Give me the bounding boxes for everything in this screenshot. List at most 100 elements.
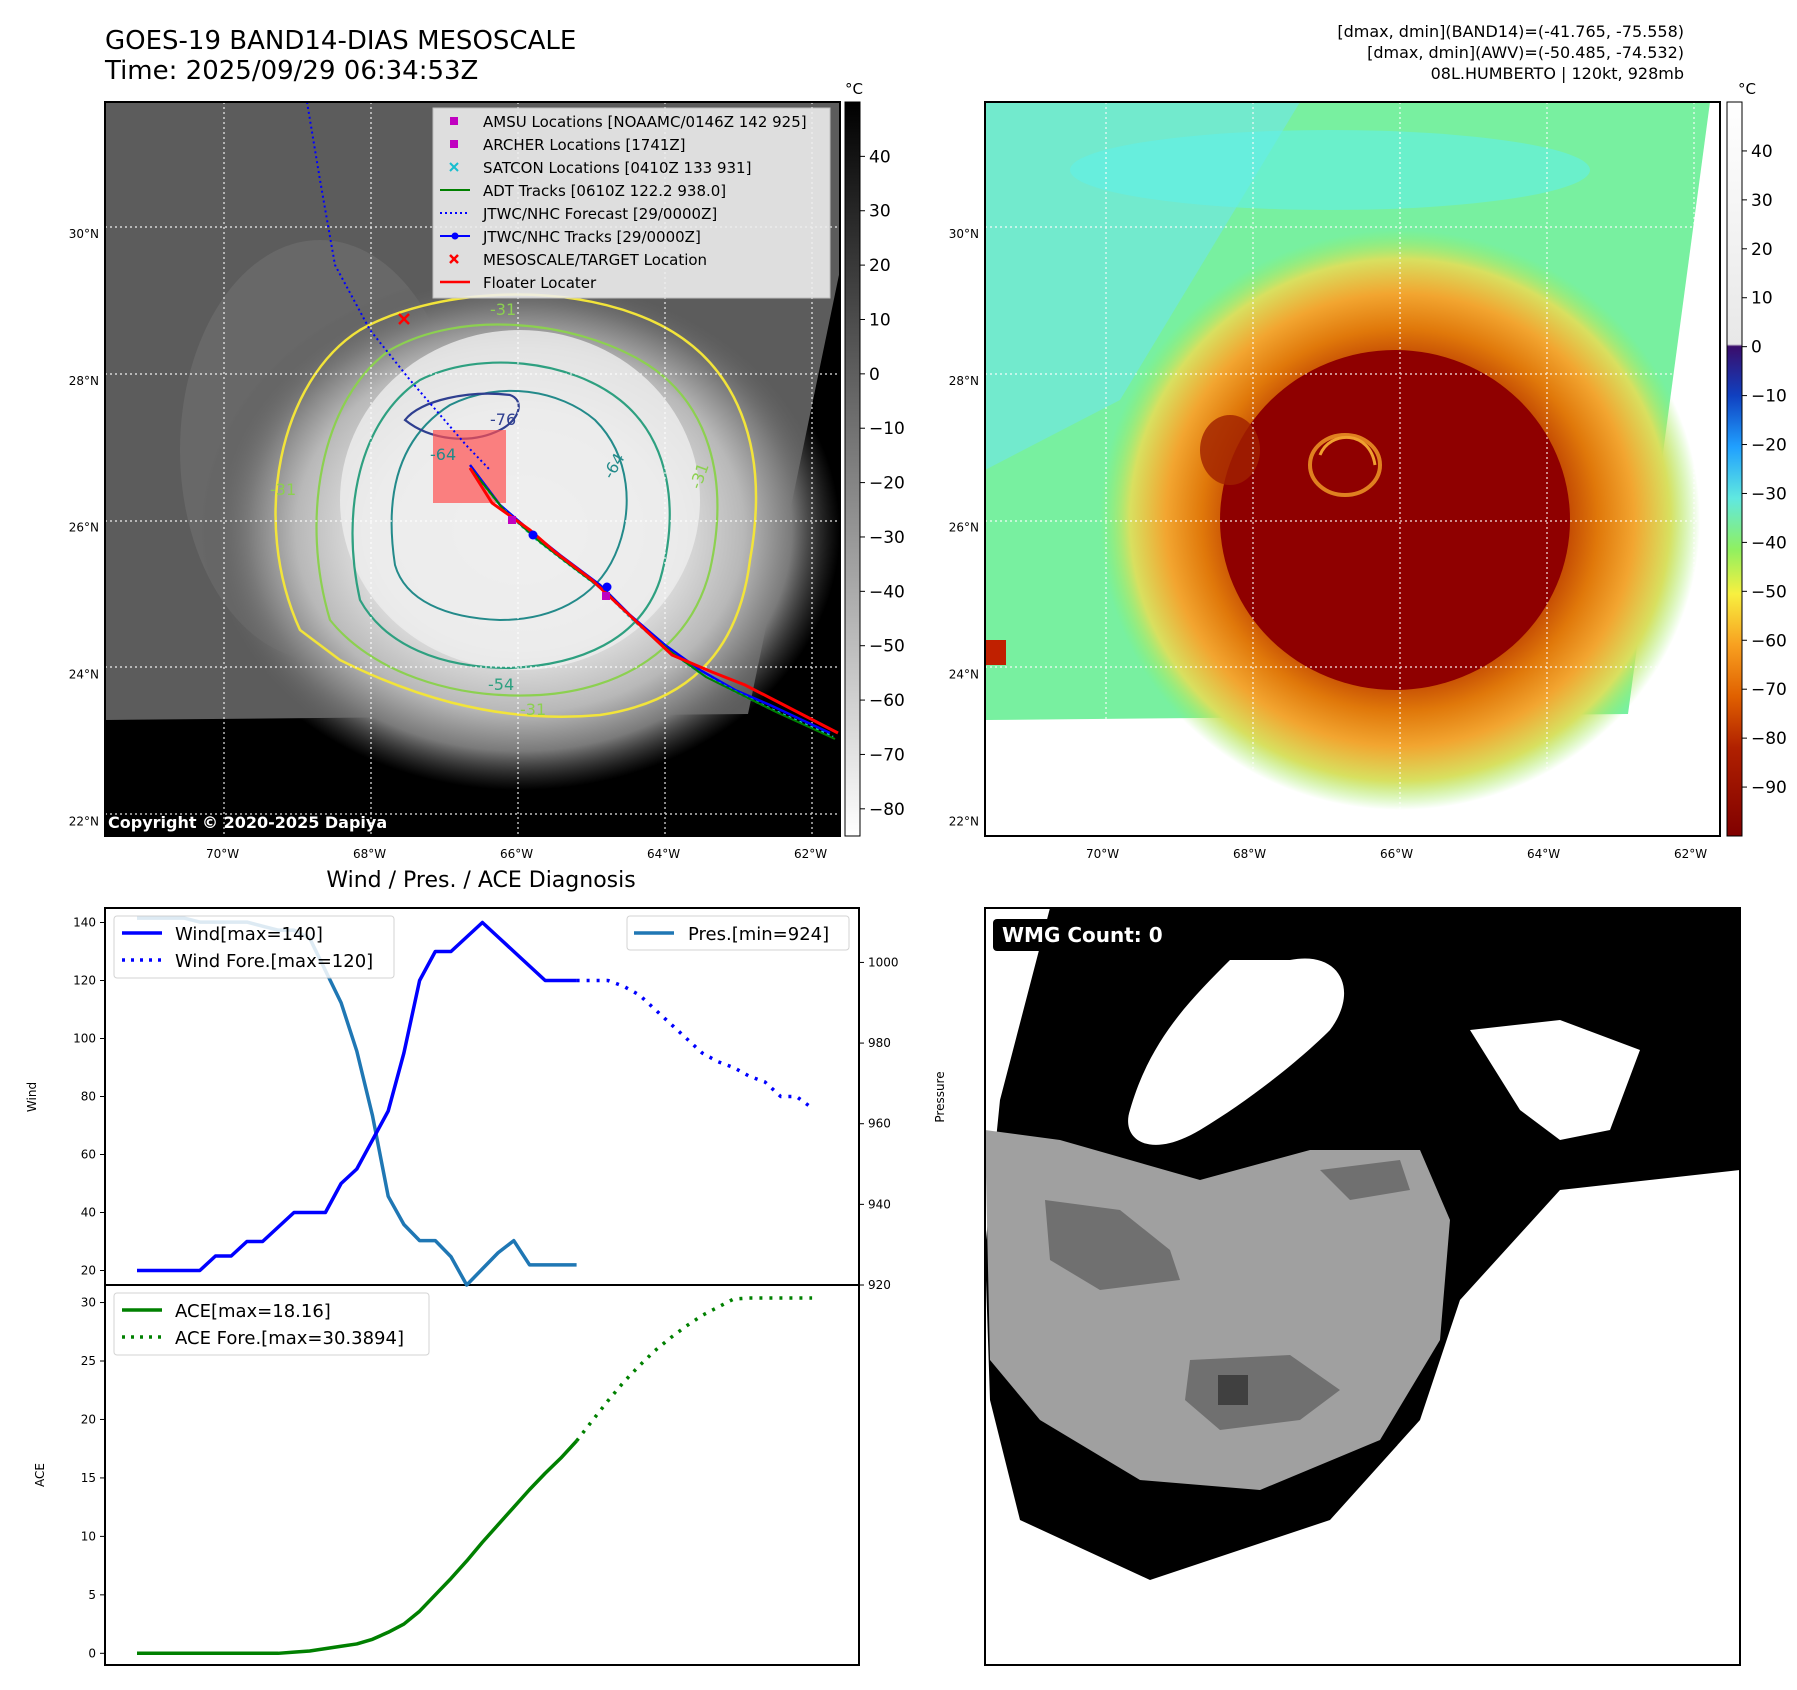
- legend-swatch: [450, 117, 458, 125]
- lat-tick-label: 28°N: [69, 374, 99, 388]
- colorbar-tick-label: 20: [869, 256, 891, 276]
- floater-track: [468, 467, 839, 735]
- lat-tick-label: 30°N: [949, 227, 979, 241]
- storm-info: 08L.HUMBERTO | 120kt, 928mb: [1430, 64, 1684, 83]
- wind-tick-label: 20: [81, 1264, 96, 1278]
- lon-tick-label: 66°W: [500, 847, 533, 861]
- colorbar-tick-label: −40: [869, 582, 905, 602]
- awv-map: [985, 102, 1720, 836]
- wind-series-line: [137, 920, 577, 1273]
- colorbar-tick-label: −30: [869, 528, 905, 548]
- colorbar-tick-label: −70: [1751, 680, 1787, 700]
- wmg-panel: WMG Count: 0: [985, 908, 1740, 1665]
- legend-label: ACE[max=18.16]: [175, 1301, 331, 1322]
- figure-title: GOES-19 BAND14-DIAS MESOSCALE: [105, 26, 577, 56]
- contour-label: -54: [488, 675, 514, 694]
- ir-map: -31 -76 -64 -64 -31 -54 -31 -31 AMSU Loc…: [105, 102, 840, 836]
- legend-label: Floater Locater: [483, 274, 597, 292]
- archer-marker: [602, 592, 610, 600]
- legend-label: ARCHER Locations [1741Z]: [483, 136, 686, 154]
- ace-tick-label: 30: [81, 1296, 96, 1310]
- colorbar-tick-label: −80: [869, 800, 905, 820]
- colorbar-tick-label: 40: [869, 147, 891, 167]
- target-marker: [398, 313, 410, 325]
- wind-legend: Wind[max=140] Wind Fore.[max=120]: [113, 915, 395, 979]
- legend-label: Wind[max=140]: [175, 924, 323, 945]
- lat-tick-label: 24°N: [69, 668, 99, 682]
- legend-label: JTWC/NHC Forecast [29/0000Z]: [482, 205, 717, 223]
- ace-legend: ACE[max=18.16] ACE Fore.[max=30.3894]: [113, 1292, 430, 1356]
- map2-frame: [984, 101, 1721, 837]
- colorbar-tick-label: −30: [1751, 484, 1787, 504]
- ace-tick-label: 25: [81, 1354, 96, 1368]
- contour-31: [274, 293, 758, 718]
- map2-colorbar-ticks: 40 30 20 10 0 −10 −20 −30 −40 −50 −60 −70 −80 −90: [1742, 142, 1787, 798]
- map1-colorbar: [844, 101, 861, 837]
- lon-tick-label: 70°W: [206, 847, 239, 861]
- ace-axis-label: ACE: [33, 1463, 47, 1487]
- colorbar-tick-label: 10: [869, 310, 891, 330]
- lat-tick-label: 26°N: [69, 521, 99, 535]
- legend-label: Pres.[min=924]: [688, 924, 829, 945]
- ace-tick-label: 10: [81, 1529, 96, 1543]
- map2-colorbar: [1726, 101, 1743, 837]
- wmg-count: WMG Count: 0: [1002, 923, 1163, 947]
- legend-label: Wind Fore.[max=120]: [175, 951, 373, 972]
- colorbar-tick-label: −20: [1751, 436, 1787, 456]
- lat-tick-label: 22°N: [949, 814, 979, 828]
- wind-tick-label: 60: [81, 1148, 96, 1162]
- wmg-count-badge: [993, 919, 1175, 951]
- pressure-tick-label: 940: [868, 1197, 891, 1211]
- wind-forecast-line: [576, 978, 814, 1110]
- pressure-tick-label: 1000: [868, 955, 899, 969]
- contour-label: -31: [520, 700, 546, 719]
- legend-label: JTWC/NHC Tracks [29/0000Z]: [482, 228, 701, 246]
- map1-colorbar-unit: °C: [845, 80, 863, 98]
- colorbar-tick-label: −60: [869, 691, 905, 711]
- figure-time: Time: 2025/09/29 06:34:53Z: [105, 56, 479, 86]
- ace-tick-label: 20: [81, 1412, 96, 1426]
- ace-tick-label: 5: [88, 1588, 96, 1602]
- colorbar-tick-label: 0: [1751, 338, 1762, 358]
- map1-colorbar-ticks: 40 30 20 10 0 −10 −20 −30 −40 −50 −60 −70 −80: [860, 147, 905, 820]
- lon-tick-label: 62°W: [1674, 847, 1707, 861]
- colorbar-tick-label: −50: [869, 637, 905, 657]
- copyright: Copyright © 2020-2025 Dapiya: [108, 813, 387, 832]
- lat-tick-label: 28°N: [949, 374, 979, 388]
- colorbar-tick-label: 40: [1751, 142, 1773, 162]
- colorbar-tick-label: 30: [1751, 191, 1773, 211]
- lon-tick-label: 68°W: [1233, 847, 1266, 861]
- map-axis-labels: 30°N 28°N 26°N 24°N 22°N 70°W 68°W 66°W 64°W 62°W…: [69, 227, 1708, 861]
- awv-range: [dmax, dmin](AWV)=(-50.485, -74.532): [1367, 43, 1684, 62]
- lon-tick-label: 64°W: [1527, 847, 1560, 861]
- lon-tick-label: 62°W: [794, 847, 827, 861]
- ace-tick-label: 0: [88, 1646, 96, 1660]
- wind-tick-label: 80: [81, 1090, 96, 1104]
- legend-swatch: [449, 162, 459, 172]
- wmg-frame: [984, 907, 1741, 1666]
- map2-colorbar-unit: °C: [1738, 80, 1756, 98]
- floater-box: [433, 430, 506, 503]
- lon-tick-label: 64°W: [647, 847, 680, 861]
- wind-tick-label: 40: [81, 1206, 96, 1220]
- pressure-tick-label: 920: [868, 1278, 891, 1292]
- lon-tick-label: 66°W: [1380, 847, 1413, 861]
- amsu-marker: [508, 516, 516, 524]
- legend-label: MESOSCALE/TARGET Location: [483, 251, 707, 269]
- chart-layer: 20 40 60 80 100 120 140 920 940 960 980 1000 0 5 10 15 2…: [73, 916, 898, 1661]
- wind-tick-label: 120: [73, 974, 96, 988]
- wind-axis-label: Wind: [25, 1082, 39, 1112]
- legend-swatch: [450, 140, 458, 148]
- colorbar-tick-label: 30: [869, 202, 891, 222]
- legend-label: ACE Fore.[max=30.3894]: [175, 1328, 404, 1349]
- colorbar-tick-label: −60: [1751, 631, 1787, 651]
- lat-tick-label: 30°N: [69, 227, 99, 241]
- lat-tick-label: 24°N: [949, 668, 979, 682]
- colorbar-tick-label: 10: [1751, 289, 1773, 309]
- contour-label: -31: [490, 300, 516, 319]
- pressure-tick-label: 980: [868, 1036, 891, 1050]
- ace-tick-label: 15: [81, 1471, 96, 1485]
- wind-tick-label: 100: [73, 1032, 96, 1046]
- contour-label: -64: [430, 445, 456, 464]
